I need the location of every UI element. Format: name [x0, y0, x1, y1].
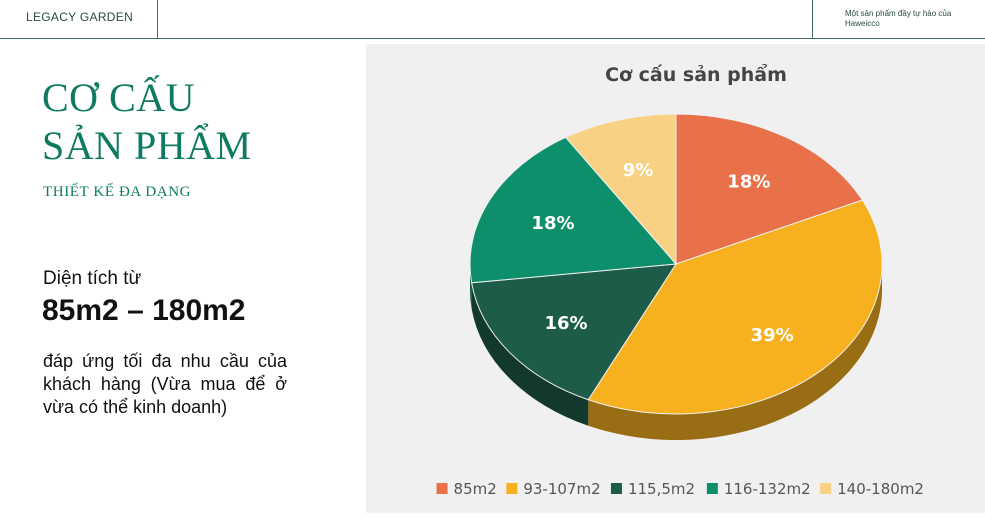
page-title-line: SẢN PHẨM — [42, 123, 252, 168]
legend-label: 93-107m2 — [523, 480, 600, 498]
slice-data-label: 9% — [623, 160, 654, 181]
page-subtitle: THIẾT KẾ ĐA DẠNG — [43, 184, 192, 200]
legend-item: 116-132m2 — [706, 480, 811, 498]
header-tagline: Một sản phẩm đầy tự hào của Haweicco — [845, 9, 952, 28]
pie-slice — [564, 113, 677, 266]
page-title-line: CƠ CẤU — [42, 75, 196, 120]
pie-slice — [587, 199, 883, 415]
slice-data-label: 18% — [727, 171, 770, 192]
legend-swatch — [436, 483, 448, 494]
description-text: đáp ứng tối đa nhu cầu của khách hàng (V… — [43, 351, 287, 417]
legend-swatch — [820, 483, 832, 494]
legend-swatch — [506, 483, 518, 494]
legend-item: 115,5m2 — [610, 480, 695, 498]
legend-swatch — [706, 483, 718, 494]
header-bar: LEGACY GARDEN Một sản phẩm đầy tự hào củ… — [0, 0, 985, 39]
legend-swatch — [610, 483, 622, 494]
legend-label: 85m2 — [454, 480, 497, 498]
slice-data-label: 18% — [531, 213, 574, 234]
pie-slice-side — [588, 264, 882, 440]
legend-item: 140-180m2 — [820, 480, 924, 498]
page-title: CƠ CẤU SẢN PHẨM — [42, 74, 252, 170]
pie-slice — [675, 113, 864, 265]
legend-item: 93-107m2 — [506, 480, 601, 498]
slice-data-label: 39% — [751, 325, 794, 346]
brand-name: LEGACY GARDEN — [26, 10, 134, 24]
chart-title: Cơ cấu sản phẩm — [605, 63, 787, 86]
legend-item: 85m2 — [436, 480, 497, 498]
pie-slice-side — [471, 282, 589, 426]
header-divider — [157, 0, 158, 38]
pie-slice — [471, 263, 677, 401]
area-label: Diện tích từ — [43, 268, 142, 289]
legend-label: 116-132m2 — [724, 480, 811, 498]
area-value: 85m2 – 180m2 — [42, 294, 246, 327]
pie-slice — [469, 136, 678, 284]
legend-label: 115,5m2 — [628, 480, 695, 498]
pie-chart: Cơ cấu sản phẩm 18% 39% 16% 18% 9% 85m2 93-10… — [436, 63, 924, 498]
slice-data-label: 16% — [544, 313, 587, 334]
header-divider — [812, 0, 813, 38]
legend-label: 140-180m2 — [837, 480, 924, 498]
chart-panel: Cơ cấu sản phẩm 18% 39% 16% 18% 9% 85m2 93-10… — [366, 44, 985, 513]
